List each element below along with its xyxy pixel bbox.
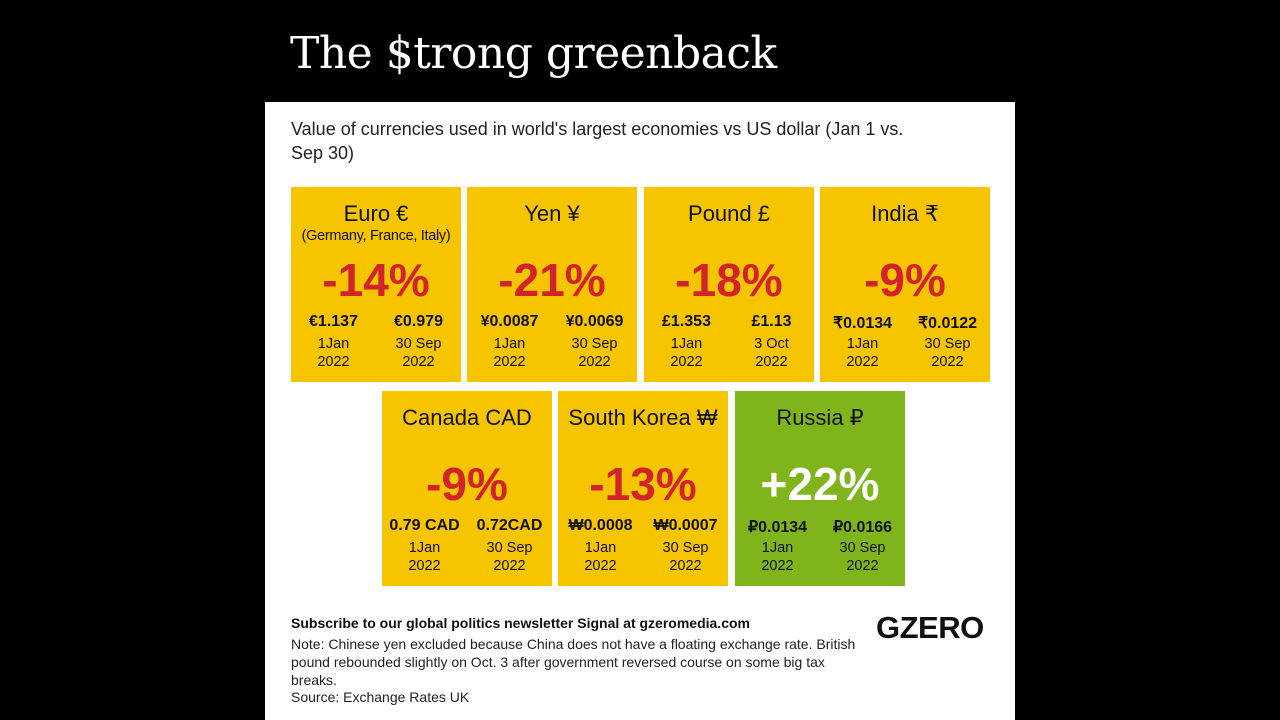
start-value: ₩0.0008 <box>568 517 633 534</box>
gzero-logo: GZERO <box>876 610 984 645</box>
source-text: Source: Exchange Rates UK <box>291 689 470 705</box>
end-date: 30 Sep 2022 <box>662 540 709 574</box>
end-value: ₽0.0166 <box>832 519 893 536</box>
footnote: Note: Chinese yen excluded because China… <box>291 636 856 688</box>
header-bar: The $trong greenback <box>265 0 1015 102</box>
change-percent: -18% <box>675 254 783 306</box>
page-title: The $trong greenback <box>290 28 777 79</box>
start-date: 1Jan 2022 <box>670 336 703 370</box>
currency-countries: (Germany, France, Italy) <box>301 228 451 244</box>
end-date: 3 Oct 2022 <box>754 336 789 370</box>
start-date: 1Jan 2022 <box>846 336 879 370</box>
start-date: 1Jan 2022 <box>408 540 441 574</box>
currency-name: Russia ₽ <box>776 405 864 430</box>
change-percent: -13% <box>589 458 697 510</box>
end-date: 30 Sep 2022 <box>395 336 442 370</box>
change-percent: -14% <box>322 254 430 306</box>
change-percent: -9% <box>864 254 946 306</box>
start-value: 0.79 CAD <box>389 517 460 534</box>
end-value: ₩0.0007 <box>653 517 718 534</box>
currency-name: India ₹ <box>871 201 939 226</box>
currency-card-euro: Euro € (Germany, France, Italy) -14% €1.… <box>291 187 461 382</box>
end-value: ₹0.0122 <box>917 315 978 332</box>
end-date: 30 Sep 2022 <box>571 336 618 370</box>
change-percent: -9% <box>426 458 508 510</box>
infographic: The $trong greenback Value of currencies… <box>265 0 1015 720</box>
currency-name: Pound £ <box>688 201 770 226</box>
start-date: 1Jan 2022 <box>317 336 350 370</box>
start-value: ¥0.0087 <box>480 313 539 330</box>
end-date: 30 Sep 2022 <box>839 540 886 574</box>
currency-card-russia: Russia ₽ +22% ₽0.0134 ₽0.0166 1Jan 2022 … <box>735 391 905 586</box>
currency-name: Yen ¥ <box>524 201 580 226</box>
end-value: £1.13 <box>751 313 792 330</box>
currency-card-canada: Canada CAD -9% 0.79 CAD 0.72CAD 1Jan 202… <box>382 391 552 586</box>
subtitle: Value of currencies used in world's larg… <box>291 119 904 163</box>
currency-name: Canada CAD <box>402 405 532 430</box>
currency-name: Euro € <box>343 201 409 226</box>
currency-card-south-korea: South Korea ₩ -13% ₩0.0008 ₩0.0007 1Jan … <box>558 391 728 586</box>
start-value: ₹0.0134 <box>832 315 893 332</box>
subscribe-text: Subscribe to our global politics newslet… <box>291 615 750 631</box>
start-value: ₽0.0134 <box>747 519 808 536</box>
start-value: €1.137 <box>309 313 358 330</box>
start-value: £1.353 <box>662 313 711 330</box>
start-date: 1Jan 2022 <box>584 540 617 574</box>
end-value: €0.979 <box>394 313 443 330</box>
currency-card-india: India ₹ -9% ₹0.0134 ₹0.0122 1Jan 2022 30… <box>820 187 990 382</box>
end-date: 30 Sep 2022 <box>486 540 533 574</box>
end-value: 0.72CAD <box>476 517 543 534</box>
start-date: 1Jan 2022 <box>493 336 526 370</box>
end-date: 30 Sep 2022 <box>924 336 971 370</box>
currency-name: South Korea ₩ <box>568 405 718 430</box>
change-percent: -21% <box>498 254 606 306</box>
currency-card-pound: Pound £ -18% £1.353 £1.13 1Jan 2022 3 Oc… <box>644 187 814 382</box>
content-panel: Value of currencies used in world's larg… <box>265 102 1015 720</box>
end-value: ¥0.0069 <box>565 313 624 330</box>
start-date: 1Jan 2022 <box>761 540 794 574</box>
currency-card-yen: Yen ¥ -21% ¥0.0087 ¥0.0069 1Jan 2022 30 … <box>467 187 637 382</box>
change-percent: +22% <box>760 458 880 510</box>
